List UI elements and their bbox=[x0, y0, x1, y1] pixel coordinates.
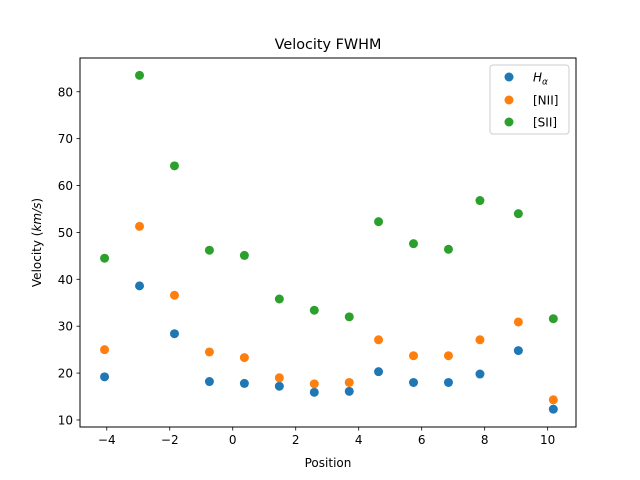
x-tick-label: 10 bbox=[540, 433, 555, 447]
x-tick-label: 8 bbox=[481, 433, 489, 447]
x-tick-label: 4 bbox=[355, 433, 363, 447]
point-nii bbox=[409, 351, 419, 361]
point-halpha bbox=[475, 369, 485, 379]
point-nii bbox=[135, 221, 145, 231]
point-nii bbox=[100, 345, 110, 355]
point-halpha bbox=[274, 381, 284, 391]
x-tick-label: 0 bbox=[229, 433, 237, 447]
point-sii bbox=[169, 161, 179, 171]
x-tick-label: 2 bbox=[292, 433, 300, 447]
point-sii bbox=[100, 253, 110, 263]
x-tick-label: −4 bbox=[98, 433, 116, 447]
x-ticks: −4 −2 0 2 4 6 8 10 bbox=[98, 427, 555, 447]
point-sii bbox=[204, 245, 214, 255]
y-tick-label: 70 bbox=[58, 132, 73, 146]
point-halpha bbox=[100, 372, 110, 382]
point-halpha bbox=[204, 377, 214, 387]
point-halpha bbox=[239, 378, 249, 388]
point-sii bbox=[409, 239, 419, 249]
point-nii bbox=[548, 395, 558, 405]
y-tick-label: 20 bbox=[58, 367, 73, 381]
point-nii bbox=[513, 317, 523, 327]
legend-marker-sii bbox=[504, 117, 514, 127]
point-halpha bbox=[169, 329, 179, 339]
legend-frame bbox=[489, 64, 570, 135]
legend-label-halpha: Hα bbox=[533, 71, 548, 88]
point-sii bbox=[239, 250, 249, 260]
point-nii bbox=[274, 373, 284, 383]
point-sii bbox=[344, 312, 354, 322]
point-sii bbox=[475, 196, 485, 206]
legend-label-nii: [NII] bbox=[533, 94, 558, 108]
y-tick-label: 30 bbox=[58, 320, 73, 334]
point-sii bbox=[374, 217, 384, 227]
point-nii bbox=[239, 353, 249, 363]
chart-title: Velocity FWHM bbox=[275, 37, 382, 53]
point-sii bbox=[513, 209, 523, 219]
y-tick-label: 50 bbox=[58, 226, 73, 240]
plot-frame bbox=[79, 57, 577, 428]
point-halpha bbox=[344, 386, 354, 396]
point-sii bbox=[443, 244, 453, 254]
point-nii bbox=[443, 351, 453, 361]
point-nii bbox=[475, 335, 485, 345]
x-tick-label: −2 bbox=[161, 433, 179, 447]
legend-marker-halpha bbox=[504, 72, 514, 82]
point-halpha bbox=[513, 346, 523, 356]
y-axis-label: Velocity (km/s) bbox=[30, 198, 44, 287]
point-sii bbox=[548, 314, 558, 324]
point-halpha bbox=[135, 281, 145, 291]
point-halpha bbox=[374, 367, 384, 377]
y-tick-label: 60 bbox=[58, 179, 73, 193]
y-tick-label: 10 bbox=[58, 413, 73, 427]
y-ticks: 10 20 30 40 50 60 70 80 bbox=[58, 85, 80, 427]
y-axis-label-suffix: ) bbox=[30, 198, 44, 203]
x-axis-label: Position bbox=[305, 456, 352, 470]
point-sii bbox=[135, 70, 145, 80]
point-sii bbox=[274, 294, 284, 304]
data-points bbox=[100, 70, 558, 414]
legend-marker-nii bbox=[504, 95, 514, 105]
point-halpha bbox=[443, 377, 453, 387]
point-halpha bbox=[548, 404, 558, 414]
point-nii bbox=[204, 347, 214, 357]
point-halpha bbox=[309, 387, 319, 397]
point-sii bbox=[309, 305, 319, 315]
y-tick-label: 80 bbox=[58, 85, 73, 99]
point-nii bbox=[344, 377, 354, 387]
y-tick-label: 40 bbox=[58, 273, 73, 287]
point-nii bbox=[169, 290, 179, 300]
x-tick-label: 6 bbox=[418, 433, 426, 447]
y-axis-label-prefix: Velocity ( bbox=[30, 232, 44, 288]
legend: Hα [NII] [SII] bbox=[489, 64, 570, 135]
legend-label-sii: [SII] bbox=[533, 116, 557, 130]
point-nii bbox=[374, 335, 384, 345]
point-halpha bbox=[409, 377, 419, 387]
point-nii bbox=[309, 379, 319, 389]
y-axis-label-unit: km/s bbox=[30, 203, 44, 232]
